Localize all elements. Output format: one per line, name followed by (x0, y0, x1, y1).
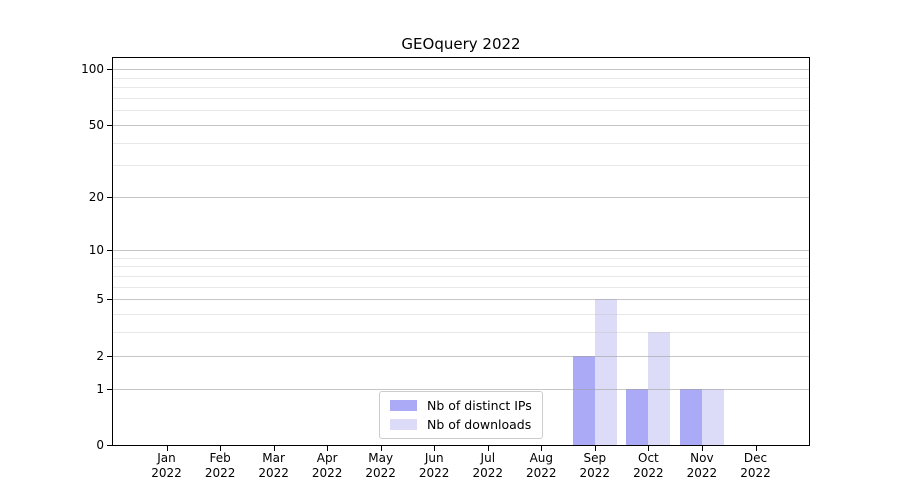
x-tick-mark (755, 445, 757, 451)
x-tick-month: Sep (583, 451, 607, 465)
x-tick-label: Jan 2022 (137, 451, 197, 481)
x-tick-label: Dec 2022 (726, 451, 786, 481)
gridline-major (113, 249, 809, 251)
x-tick-year: 2022 (686, 466, 718, 480)
x-tick-mark (541, 445, 543, 451)
x-tick-mark (648, 445, 650, 451)
x-tick-month: Jul (480, 451, 496, 465)
y-tick-mark (107, 124, 113, 126)
x-tick-month: Oct (638, 451, 659, 465)
gridline-minor (113, 87, 809, 89)
x-tick-year: 2022 (151, 466, 182, 480)
x-tick-label: Feb 2022 (190, 451, 250, 481)
gridline-major (113, 299, 809, 301)
y-tick-mark (107, 355, 113, 357)
gridline-minor (113, 313, 809, 315)
y-tick-label: 1 (96, 381, 104, 396)
y-tick-label: 10 (88, 242, 104, 257)
x-tick-year: 2022 (740, 466, 771, 480)
x-tick-label: Jun 2022 (404, 451, 464, 481)
x-tick-month: Jan (157, 451, 176, 465)
y-tick-label: 50 (88, 117, 104, 132)
y-tick-label: 20 (88, 190, 104, 205)
x-tick-year: 2022 (579, 466, 611, 480)
x-tick-month: May (368, 451, 394, 465)
x-tick-label: Jul 2022 (458, 451, 518, 481)
gridline-minor (113, 257, 809, 259)
gridline-minor (113, 97, 809, 99)
x-tick-month: Feb (209, 451, 231, 465)
x-tick-mark (487, 445, 489, 451)
x-tick-year: 2022 (258, 466, 289, 480)
x-tick-month: Apr (316, 451, 338, 465)
x-tick-label: May 2022 (351, 451, 411, 481)
y-tick-mark (107, 69, 113, 71)
plot-area (113, 58, 809, 445)
x-tick-mark (327, 445, 329, 451)
x-tick-label: Mar 2022 (244, 451, 304, 481)
legend-label-downloads: Nb of downloads (427, 417, 532, 432)
x-tick-year: 2022 (311, 466, 343, 480)
gridline-minor (113, 286, 809, 288)
legend-swatch-distinct-ips-icon (390, 400, 417, 411)
x-tick-month: Dec (743, 451, 768, 465)
x-tick-label: Apr 2022 (297, 451, 357, 481)
gridline-minor (113, 266, 809, 268)
x-tick-year: 2022 (418, 466, 450, 480)
y-tick-mark (107, 299, 113, 301)
y-tick-label: 5 (96, 292, 104, 307)
legend-label-distinct-ips: Nb of distinct IPs (427, 398, 532, 413)
x-tick-label: Nov 2022 (672, 451, 732, 481)
x-tick-mark (594, 445, 596, 451)
x-tick-year: 2022 (204, 466, 236, 480)
x-tick-mark (434, 445, 436, 451)
y-tick-label: 0 (96, 438, 104, 452)
x-tick-month: Nov (690, 451, 714, 465)
chart-title: GEOquery 2022 (401, 35, 521, 53)
gridline-minor (113, 165, 809, 167)
gridline-major (113, 124, 809, 126)
x-tick-month: Mar (262, 451, 285, 465)
legend-item-downloads: Nb of downloads (390, 416, 532, 433)
y-tick-label: 2 (96, 348, 104, 363)
gridline-major (113, 388, 809, 390)
x-tick-label: Sep 2022 (565, 451, 625, 481)
x-tick-year: 2022 (472, 466, 504, 480)
x-tick-mark (166, 445, 168, 451)
bar-distinct-ips-sep (572, 355, 595, 445)
legend-swatch-downloads-icon (390, 419, 417, 430)
y-tick-mark (107, 249, 113, 251)
x-tick-mark (220, 445, 222, 451)
gridline-minor (113, 275, 809, 277)
x-tick-mark (273, 445, 275, 451)
y-tick-mark (107, 445, 113, 446)
x-tick-label: Aug 2022 (511, 451, 571, 481)
gridline-major (113, 69, 809, 71)
x-tick-year: 2022 (633, 466, 664, 480)
x-tick-year: 2022 (365, 466, 396, 480)
bar-distinct-ips-oct (626, 388, 649, 445)
bar-downloads-sep (594, 299, 617, 445)
bar-downloads-nov (701, 388, 724, 445)
gridline-major (113, 197, 809, 199)
gridline-minor (113, 332, 809, 334)
y-tick-mark (107, 197, 113, 199)
gridline-minor (113, 77, 809, 79)
bar-distinct-ips-nov (679, 388, 702, 445)
x-tick-label: Oct 2022 (618, 451, 678, 481)
x-tick-year: 2022 (526, 466, 557, 480)
x-tick-mark (701, 445, 703, 451)
x-tick-month: Jun (424, 451, 444, 465)
gridline-major (113, 355, 809, 357)
x-tick-mark (380, 445, 382, 451)
gridline-minor (113, 110, 809, 112)
gridline-minor (113, 142, 809, 144)
bar-downloads-oct (648, 332, 671, 445)
x-tick-month: Aug (529, 451, 554, 465)
legend: Nb of distinct IPs Nb of downloads (379, 391, 543, 439)
y-tick-mark (107, 388, 113, 390)
y-tick-label: 100 (81, 62, 104, 77)
legend-item-distinct-ips: Nb of distinct IPs (390, 397, 532, 414)
